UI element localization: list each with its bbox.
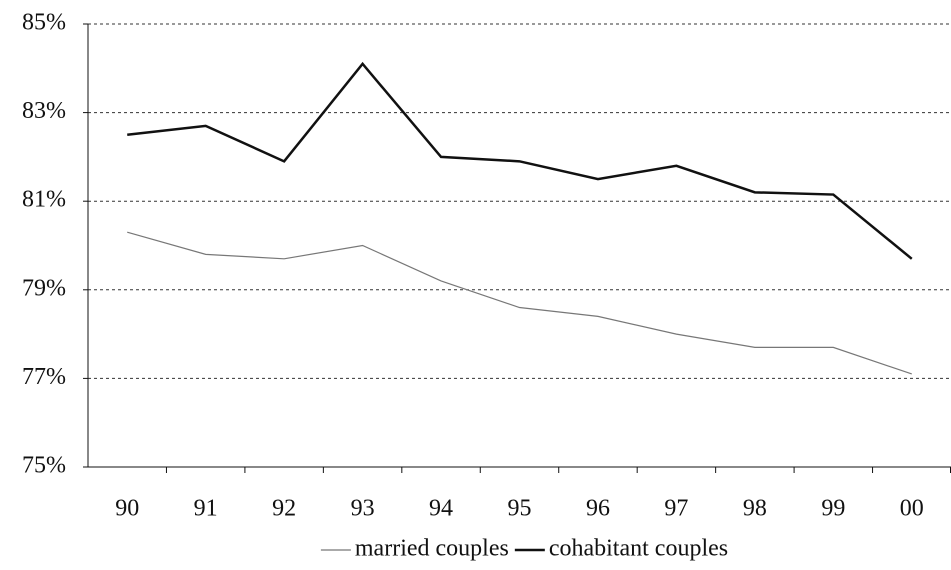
legend: married couples cohabitant couples: [320, 536, 728, 562]
legend-label: married couples: [355, 536, 509, 562]
x-tick-label: 94: [429, 496, 453, 522]
y-tick-label: 77%: [22, 364, 66, 390]
y-tick-label: 75%: [22, 453, 66, 479]
x-tick-label: 99: [821, 496, 845, 522]
y-tick-label: 85%: [22, 10, 66, 36]
y-tick-label: 83%: [22, 98, 66, 124]
legend-label: cohabitant couples: [549, 536, 728, 562]
x-tick-label: 96: [586, 496, 610, 522]
x-tick-label: 90: [115, 496, 139, 522]
x-tick-label: 92: [272, 496, 296, 522]
x-tick-label: 91: [194, 496, 218, 522]
x-tick-label: 00: [900, 496, 924, 522]
x-tick-label: 97: [664, 496, 688, 522]
y-tick-label: 79%: [22, 275, 66, 301]
series-line: [127, 231, 912, 375]
y-tick-label: 81%: [22, 187, 66, 213]
x-tick-label: 95: [508, 496, 532, 522]
x-tick-label: 93: [351, 496, 375, 522]
x-tick-label: 98: [743, 496, 767, 522]
series-line: [127, 61, 913, 260]
